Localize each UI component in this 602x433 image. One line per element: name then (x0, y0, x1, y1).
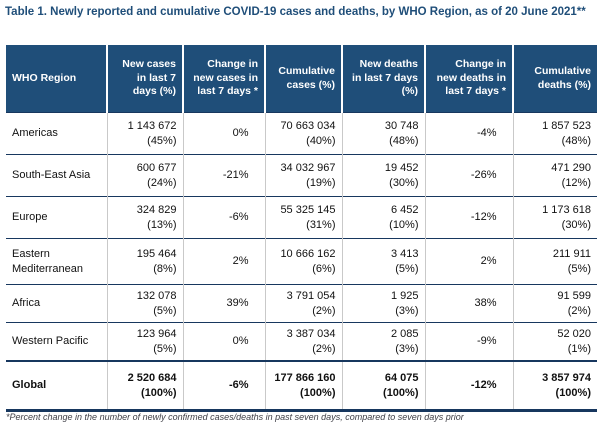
new-cases-cell: 132 078 (5%) (106, 284, 183, 323)
cum-deaths-cell: 3 857 974 (100%) (512, 360, 597, 412)
region-cell: Europe (6, 196, 107, 239)
change-cases-cell: 0% (182, 112, 265, 155)
cum-cases-cell: 3 791 054 (2%) (264, 284, 342, 323)
new-cases-cell: 600 677 (24%) (106, 154, 183, 197)
new-deaths-cell: 6 452 (10%) (341, 196, 425, 239)
region-cell: Africa (6, 284, 107, 323)
cum-cases-cell: 70 663 034 (40%) (264, 112, 342, 155)
table-row-africa: Africa 132 078 (5%) 39% 3 791 054 (2%) 1 9… (6, 284, 597, 323)
change-deaths-cell: -12% (424, 360, 513, 412)
table-row-global: Global 2 520 684 (100%) -6% 177 866 160 (1… (6, 360, 597, 412)
change-deaths-cell: -26% (424, 154, 513, 197)
new-cases-cell: 195 464 (8%) (106, 238, 183, 285)
new-cases-cell: 324 829 (13%) (106, 196, 183, 239)
cum-deaths-cell: 1 173 618 (30%) (512, 196, 597, 239)
table-row-south-east-asia: South-East Asia 600 677 (24%) -21% 34 032… (6, 154, 597, 197)
change-cases-cell: 2% (182, 238, 265, 285)
new-deaths-cell: 19 452 (30%) (341, 154, 425, 197)
change-cases-cell: -6% (182, 360, 265, 412)
new-deaths-cell: 1 925 (3%) (341, 284, 425, 323)
cum-deaths-cell: 52 020 (1%) (512, 322, 597, 361)
region-cell: Americas (6, 112, 107, 155)
col-header-cum-cases: Cumulative cases (%) (264, 45, 342, 113)
cum-cases-cell: 34 032 967 (19%) (264, 154, 342, 197)
new-cases-cell: 123 964 (5%) (106, 322, 183, 361)
region-cell: Western Pacific (6, 322, 107, 361)
change-cases-cell: 39% (182, 284, 265, 323)
cum-deaths-cell: 471 290 (12%) (512, 154, 597, 197)
change-deaths-cell: -9% (424, 322, 513, 361)
table-row-western-pacific: Western Pacific 123 964 (5%) 0% 3 387 034… (6, 322, 597, 361)
cum-cases-cell: 3 387 034 (2%) (264, 322, 342, 361)
cum-deaths-cell: 211 911 (5%) (512, 238, 597, 285)
table-title: Table 1. Newly reported and cumulative C… (5, 6, 586, 18)
new-cases-cell: 2 520 684 (100%) (106, 360, 183, 412)
new-deaths-cell: 64 075 (100%) (341, 360, 425, 412)
cum-cases-cell: 55 325 145 (31%) (264, 196, 342, 239)
cum-deaths-cell: 1 857 523 (48%) (512, 112, 597, 155)
col-header-new-cases: New cases in last 7 days (%) (106, 45, 183, 113)
col-header-new-deaths: New deaths in last 7 days (%) (341, 45, 425, 113)
cum-cases-cell: 177 866 160 (100%) (264, 360, 342, 412)
table-header: WHO Region New cases in last 7 days (%) … (6, 45, 597, 113)
table-row-europe: Europe 324 829 (13%) -6% 55 325 145 (31%) … (6, 196, 597, 239)
cum-cases-cell: 10 666 162 (6%) (264, 238, 342, 285)
new-deaths-cell: 3 413 (5%) (341, 238, 425, 285)
table-row-eastern-mediterranean: Eastern Mediterranean 195 464 (8%) 2% 10 … (6, 238, 597, 285)
region-cell: Eastern Mediterranean (6, 238, 107, 285)
region-cell: Global (6, 360, 107, 412)
table-row-americas: Americas 1 143 672 (45%) 0% 70 663 034 (40… (6, 112, 597, 155)
change-deaths-cell: -12% (424, 196, 513, 239)
change-deaths-cell: -4% (424, 112, 513, 155)
cum-deaths-cell: 91 599 (2%) (512, 284, 597, 323)
new-deaths-cell: 30 748 (48%) (341, 112, 425, 155)
change-cases-cell: -21% (182, 154, 265, 197)
col-header-change-deaths: Change in new deaths in last 7 days * (424, 45, 513, 113)
change-cases-cell: -6% (182, 196, 265, 239)
change-deaths-cell: 2% (424, 238, 513, 285)
new-deaths-cell: 2 085 (3%) (341, 322, 425, 361)
col-header-change-cases: Change in new cases in last 7 days * (182, 45, 265, 113)
change-cases-cell: 0% (182, 322, 265, 361)
change-deaths-cell: 38% (424, 284, 513, 323)
covid-region-table: WHO Region New cases in last 7 days (%) … (6, 45, 597, 412)
col-header-cum-deaths: Cumulative deaths (%) (512, 45, 597, 113)
col-header-who-region: WHO Region (6, 45, 107, 113)
new-cases-cell: 1 143 672 (45%) (106, 112, 183, 155)
table-footnote: *Percent change in the number of newly c… (6, 412, 464, 422)
region-cell: South-East Asia (6, 154, 107, 197)
